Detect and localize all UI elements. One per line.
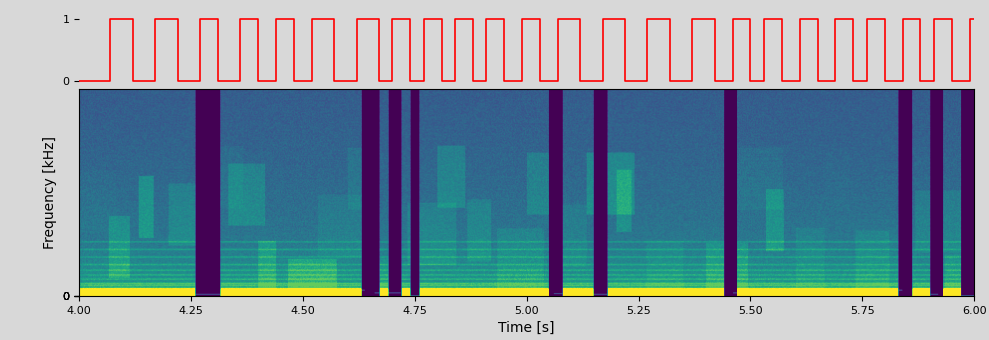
X-axis label: Time [s]: Time [s]: [498, 321, 555, 335]
Y-axis label: Frequency [kHz]: Frequency [kHz]: [43, 136, 56, 249]
